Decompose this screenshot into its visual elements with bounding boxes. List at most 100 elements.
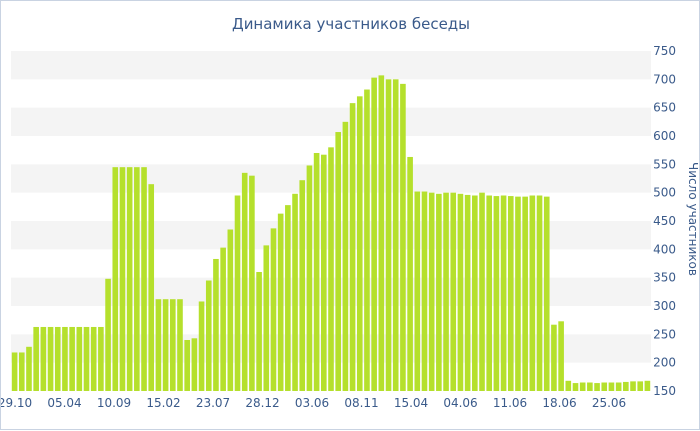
bar: [623, 381, 629, 391]
bar: [328, 147, 334, 391]
bar: [198, 301, 205, 391]
bar: [392, 79, 399, 391]
bar: [270, 228, 277, 391]
bar: [637, 381, 644, 391]
y-tick-label: 550: [653, 157, 676, 171]
bar: [428, 192, 435, 391]
bar: [644, 380, 651, 391]
bar: [205, 280, 212, 391]
y-tick-label: 650: [653, 101, 676, 115]
x-tick-label: 04.06: [443, 396, 477, 410]
bar: [148, 184, 155, 391]
chart-title: Динамика участников беседы: [232, 15, 470, 33]
bar: [306, 165, 313, 391]
y-tick-label: 150: [653, 384, 676, 398]
x-tick-label: 15.04: [394, 396, 428, 410]
bar: [378, 75, 385, 392]
bar: [572, 383, 579, 391]
bar: [472, 195, 478, 391]
bar: [630, 381, 636, 391]
y-tick-label: 200: [653, 356, 676, 370]
bar: [551, 324, 557, 391]
bar: [400, 83, 406, 392]
bar: [558, 321, 564, 391]
bar: [126, 167, 133, 391]
bar-series: [11, 75, 651, 392]
bar: [321, 154, 327, 391]
y-tick-label: 750: [653, 44, 676, 58]
bar: [479, 192, 485, 391]
bar: [500, 195, 507, 391]
bar: [26, 346, 32, 391]
x-tick-label: 10.09: [97, 396, 131, 410]
bar: [414, 191, 421, 391]
bar: [601, 382, 608, 391]
bar: [184, 340, 190, 391]
x-tick-label: 28.12: [245, 396, 279, 410]
x-tick-label: 25.06: [592, 396, 626, 410]
y-tick-label: 500: [653, 186, 676, 200]
bar: [493, 196, 500, 391]
bar: [536, 195, 543, 391]
bar: [33, 326, 39, 391]
bar: [587, 382, 593, 391]
bar: [76, 326, 83, 391]
x-axis-ticks: 29.10 05.04 10.09 15.02 23.07 28.12 03.06 08.11…: [1, 396, 626, 410]
bar: [177, 299, 183, 391]
grid-band: [11, 107, 651, 136]
bar: [364, 89, 370, 391]
bar: [105, 278, 111, 391]
bar: [227, 229, 234, 391]
bar: [18, 352, 25, 391]
bar: [54, 326, 61, 391]
bar: [62, 326, 68, 391]
grid-band: [11, 51, 651, 80]
bar: [155, 299, 162, 391]
x-tick-label: 08.11: [344, 396, 378, 410]
y-tick-label: 450: [653, 214, 676, 228]
bar: [256, 272, 262, 391]
x-tick-label: 23.07: [196, 396, 230, 410]
bar: [565, 380, 572, 391]
bar: [112, 167, 119, 391]
x-tick-label: 11.06: [493, 396, 527, 410]
x-tick-label: 18.06: [542, 396, 576, 410]
bar: [134, 167, 140, 391]
y-tick-label: 700: [653, 72, 676, 86]
bar: [141, 167, 147, 391]
bar: [579, 382, 586, 391]
bar: [529, 195, 536, 391]
bar: [213, 258, 219, 391]
bar: [335, 132, 341, 391]
bar: [349, 103, 356, 391]
bar: [371, 77, 377, 391]
bar: [69, 326, 75, 391]
bar: [543, 196, 550, 391]
bar: [191, 338, 198, 391]
x-tick-label: 03.06: [295, 396, 329, 410]
x-tick-label: 15.02: [146, 396, 180, 410]
y-axis-ticks: 150 200 250 300 350 400 450 500 550 600 650 700 750: [653, 44, 676, 398]
bar: [234, 195, 241, 391]
bar: [486, 195, 493, 391]
bar: [241, 172, 248, 391]
y-tick-label: 250: [653, 327, 676, 341]
bar: [464, 194, 471, 391]
bar: [119, 167, 126, 391]
bar: [299, 180, 306, 391]
bar: [457, 193, 464, 391]
bar: [594, 383, 600, 391]
bar: [83, 326, 90, 391]
bar: [615, 382, 622, 391]
bar: [608, 382, 615, 391]
bar: [342, 121, 349, 391]
x-tick-label: 29.10: [1, 396, 32, 410]
bar: [162, 299, 169, 391]
bar: [313, 153, 320, 391]
bar: [450, 192, 457, 391]
bar: [249, 175, 255, 391]
bar: [407, 156, 413, 391]
bar: [421, 191, 428, 391]
